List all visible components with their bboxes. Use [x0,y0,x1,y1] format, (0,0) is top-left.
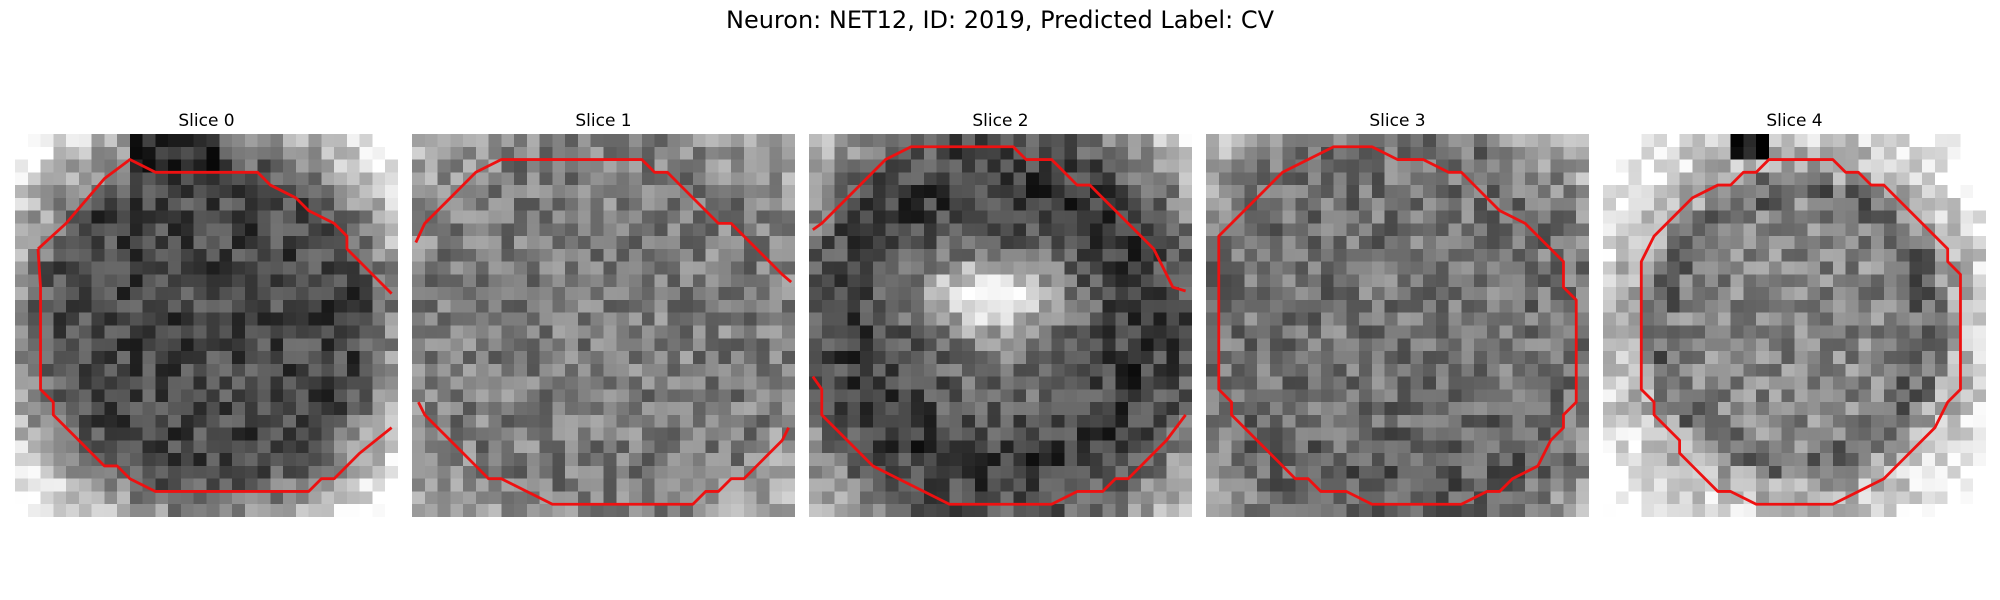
slice-panel-1: Slice 1 [412,108,795,517]
slice-image-2 [809,134,1192,517]
slice-title: Slice 2 [972,111,1029,131]
pixel-grid [809,134,1192,517]
roi-contour [1217,145,1578,506]
figure-title: Neuron: NET12, ID: 2019, Predicted Label… [726,6,1274,34]
slice-title: Slice 0 [178,111,235,131]
pixel-grid [1206,134,1589,517]
roi-contour [812,145,1187,293]
slice-image-3 [1206,134,1589,517]
slice-panel-2: Slice 2 [809,108,1192,517]
pixel-grid [1603,134,1986,517]
slice-panel-0: Slice 0 [15,108,398,517]
roi-contour [1639,158,1962,506]
slice-image-4 [1603,134,1986,517]
slice-title: Slice 3 [1369,111,1426,131]
roi-contour [37,158,393,295]
slice-image-0 [15,134,398,517]
roi-contour [414,158,793,284]
slice-panel-3: Slice 3 [1206,108,1589,517]
pixel-grid [15,134,398,517]
slice-image-1 [412,134,795,517]
slice-title: Slice 4 [1766,111,1823,131]
roi-contour [811,375,1187,506]
slice-panel-4: Slice 4 [1603,108,1986,517]
roi-contour [36,248,393,493]
roi-contour [417,401,790,506]
slice-title: Slice 1 [575,111,632,131]
